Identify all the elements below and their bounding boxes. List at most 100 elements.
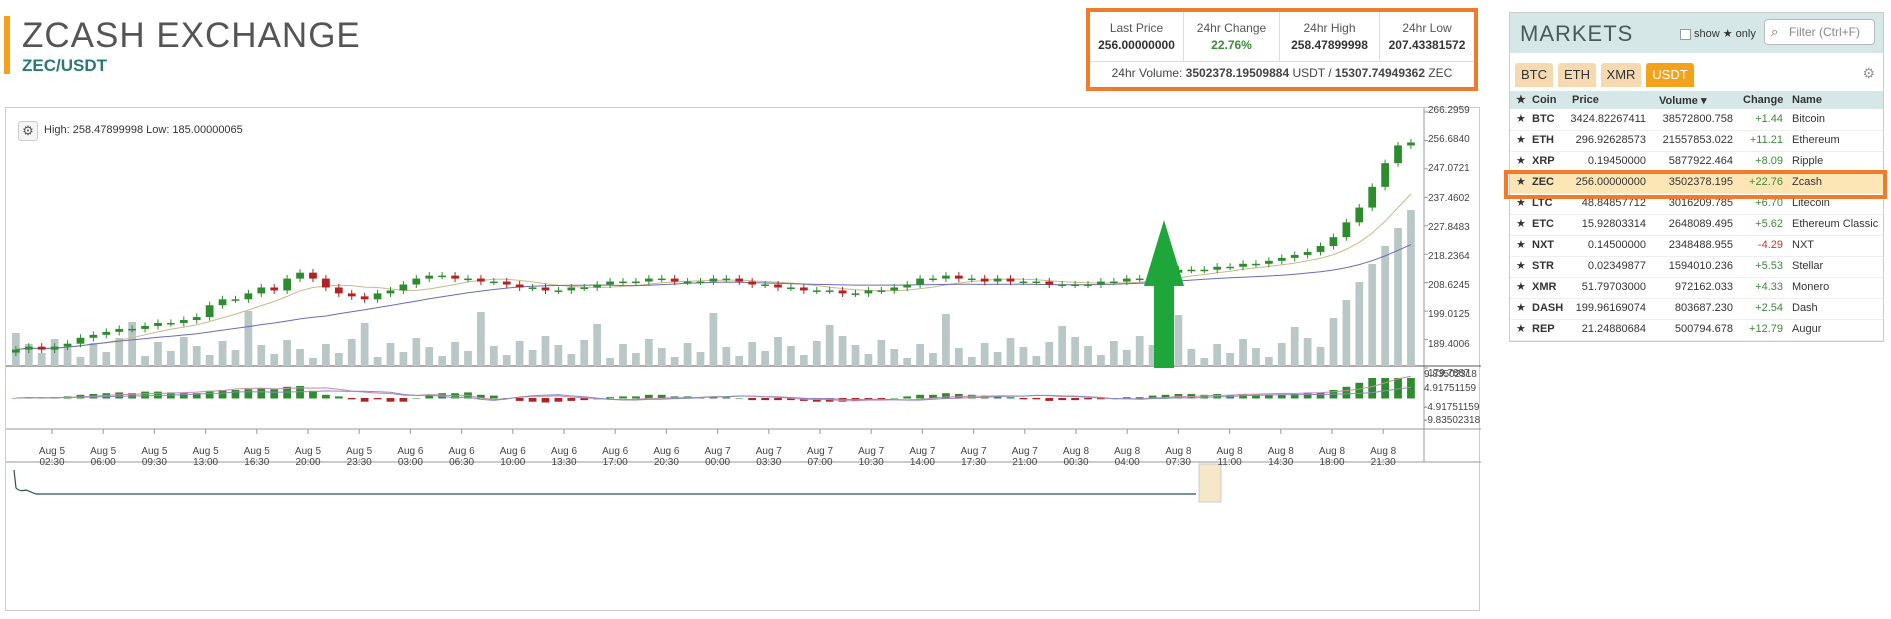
- change-cell: +2.54: [1755, 302, 1783, 314]
- x-tick-label: Aug 8 04:00: [1107, 446, 1147, 468]
- market-row[interactable]: ★ STR 0.02349877 1594010.236 +5.53 Stellar: [1510, 256, 1883, 278]
- volume-bar: [1071, 337, 1079, 366]
- macd-bar: [322, 394, 330, 399]
- macd-bar: [1239, 394, 1247, 399]
- volume-bar: [115, 338, 124, 366]
- col-volume[interactable]: Volume ▾: [1659, 95, 1707, 107]
- macd-tick-label: -4.91751159: [1424, 402, 1480, 413]
- chart-canvas[interactable]: [6, 108, 1481, 612]
- macd-bar: [1071, 398, 1079, 401]
- star-header-icon: ★: [1516, 94, 1526, 106]
- volume-bar: [696, 352, 705, 366]
- change-cell: +4.33: [1755, 281, 1783, 293]
- col-price[interactable]: Price: [1572, 94, 1599, 106]
- candle-body: [1381, 163, 1389, 187]
- y-tick-label: 256.6840: [1428, 134, 1470, 146]
- x-tick-date: Aug 8: [1267, 446, 1294, 457]
- macd-tick-label: 4.91751159: [1424, 383, 1477, 394]
- candle-body: [412, 278, 421, 285]
- stat-label: 24hr Change: [1196, 21, 1267, 35]
- market-row[interactable]: ★ NXT 0.14500000 2348488.955 -4.29 NXT: [1510, 235, 1883, 257]
- x-tick-label: Aug 7 14:00: [902, 446, 942, 468]
- macd-bar: [528, 398, 537, 402]
- macd-bar: [360, 398, 369, 402]
- price-chart[interactable]: ⚙ High: 258.47899998 Low: 185.00000065 2…: [5, 105, 1481, 612]
- stat-low: 24hr Low 207.43381572: [1380, 12, 1474, 61]
- candle-body: [916, 278, 924, 285]
- candle-body: [632, 281, 640, 284]
- macd-bar: [1213, 394, 1222, 399]
- tab-eth[interactable]: ETH: [1558, 63, 1596, 87]
- name-cell: Zcash: [1792, 176, 1822, 188]
- tab-xmr[interactable]: XMR: [1601, 63, 1641, 87]
- macd-bar: [735, 398, 744, 399]
- stat-label: 24hr High: [1303, 21, 1356, 35]
- volume-bar: [218, 341, 227, 366]
- macd-bar: [1084, 398, 1092, 400]
- chart-settings-gear-icon[interactable]: ⚙: [18, 121, 38, 141]
- candle-body: [774, 284, 782, 288]
- volume-bar: [864, 354, 873, 366]
- macd-bar: [993, 395, 1002, 399]
- title-block: ZCASH EXCHANGE ZEC/USDT: [4, 16, 361, 75]
- y-tick-label: 227.8483: [1428, 221, 1470, 233]
- candle-body: [799, 287, 808, 291]
- x-tick-date: Aug 8: [1114, 446, 1141, 457]
- macd-bar: [334, 396, 343, 399]
- col-coin[interactable]: Coin: [1532, 94, 1557, 106]
- market-row[interactable]: ★ REP 21.24880684 500794.678 +12.79 Augur: [1510, 319, 1883, 341]
- macd-bar: [192, 393, 201, 399]
- filter-input[interactable]: ⌕ Filter (Ctrl+F): [1764, 19, 1875, 45]
- volume-cell: 2648089.495: [1668, 218, 1733, 230]
- candle-body: [37, 346, 46, 350]
- macd-bar: [1097, 398, 1105, 400]
- stat-value: 258.47899998: [1291, 38, 1368, 52]
- market-row[interactable]: ★ ETH 296.92628573 21557853.022 +11.21 Ethere…: [1510, 130, 1883, 152]
- volume-mid: USDT /: [1289, 66, 1335, 80]
- market-row[interactable]: ★ LTC 48.84857712 3016209.785 +6.70 Litecoin: [1510, 193, 1883, 215]
- candle-body: [451, 275, 459, 279]
- col-name[interactable]: Name: [1792, 94, 1822, 106]
- col-change[interactable]: Change: [1743, 94, 1784, 106]
- x-tick-label: Aug 7 21:00: [1005, 446, 1045, 468]
- volume-bar: [192, 346, 201, 366]
- x-tick-label: Aug 7 00:00: [698, 446, 738, 468]
- volume-bar: [1122, 350, 1131, 366]
- volume-prefix: 24hr Volume:: [1111, 66, 1186, 80]
- market-row[interactable]: ★ BTC 3424.82267411 38572800.758 +1.44 Bitcoi…: [1510, 109, 1883, 131]
- market-row[interactable]: ★ DASH 199.96169074 803687.230 +2.54 Dash: [1510, 298, 1883, 320]
- x-tick-label: Aug 5 23:30: [339, 446, 379, 468]
- market-row[interactable]: ★ ETC 15.92803314 2648089.495 +5.62 Ethereum …: [1510, 214, 1883, 236]
- macd-bar: [1161, 394, 1170, 399]
- markets-settings-gear-icon[interactable]: ⚙: [1862, 65, 1875, 81]
- candle-body: [1058, 284, 1067, 287]
- macd-bar: [632, 396, 640, 399]
- candle-body: [334, 287, 343, 294]
- x-tick-date: Aug 7: [755, 446, 782, 457]
- show-starred-toggle[interactable]: show ★ only: [1680, 27, 1756, 40]
- macd-bar: [929, 394, 937, 399]
- candle-body: [386, 290, 395, 294]
- volume-bar: [296, 349, 304, 366]
- x-tick-date: Aug 8: [1370, 446, 1397, 457]
- volume-bar: [761, 351, 769, 366]
- tab-btc[interactable]: BTC: [1515, 63, 1553, 87]
- market-row[interactable]: ★ ZEC 256.00000000 3502378.195 +22.76 Zcash: [1510, 172, 1883, 194]
- market-row[interactable]: ★ XMR 51.79703000 972162.033 +4.33 Monero: [1510, 277, 1883, 299]
- macd-bar: [942, 393, 950, 399]
- candle-body: [309, 272, 317, 279]
- macd-bar: [774, 398, 782, 401]
- macd-bar: [1058, 398, 1067, 401]
- candle-body: [502, 281, 511, 285]
- volume-bar: [1032, 356, 1041, 366]
- candle-body: [993, 278, 1002, 282]
- x-tick-time: 00:00: [705, 457, 731, 468]
- macd-bar: [179, 393, 188, 399]
- price-cell: 3424.82267411: [1570, 113, 1646, 125]
- checkbox[interactable]: [1680, 28, 1691, 40]
- candle-body: [851, 293, 860, 295]
- volume-bar: [373, 357, 382, 366]
- volume-bar: [1239, 339, 1247, 366]
- tab-usdt[interactable]: USDT: [1646, 63, 1694, 87]
- volume-bar: [1200, 358, 1209, 366]
